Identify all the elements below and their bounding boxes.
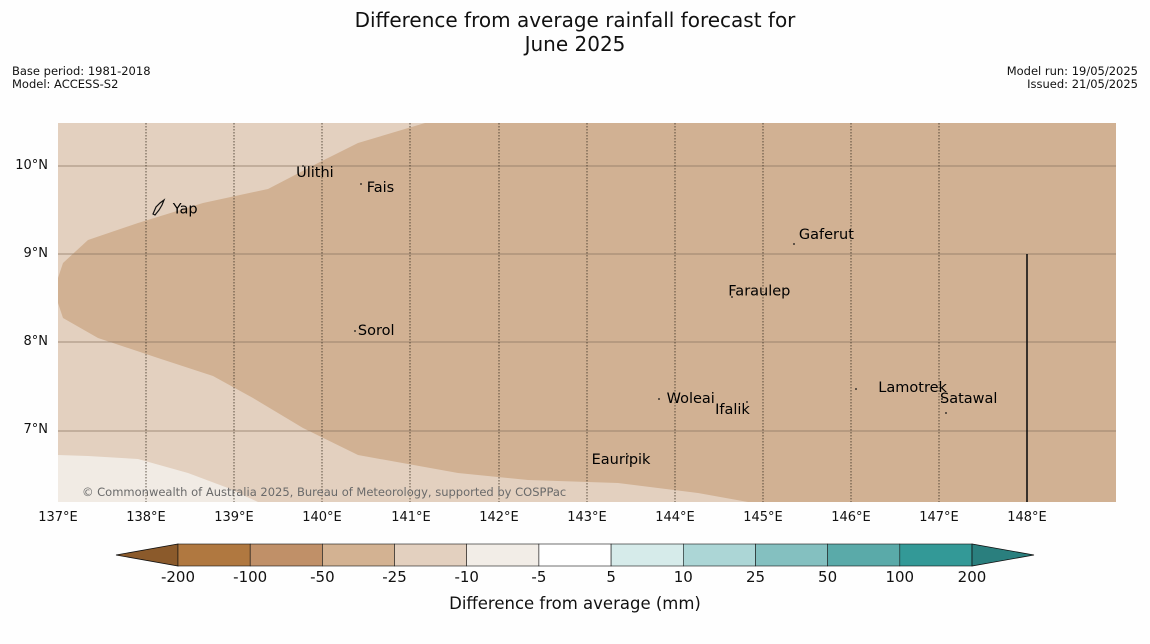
colorbar-tick-label: 200 xyxy=(957,568,987,586)
colorbar-bin xyxy=(394,543,467,567)
island-dot xyxy=(945,412,947,414)
colorbar-bin xyxy=(755,543,828,567)
lon-label: 143°E xyxy=(567,510,607,525)
lon-label: 142°E xyxy=(479,510,519,525)
lon-label: 147°E xyxy=(919,510,959,525)
map-title-line1: Difference from average rainfall forecas… xyxy=(354,8,796,32)
lat-label: 10°N xyxy=(15,158,48,173)
colorbar-bin xyxy=(249,543,323,567)
issued-date: Issued: 21/05/2025 xyxy=(1027,77,1138,91)
place-label-sorol: Sorol xyxy=(358,323,395,339)
colorbar-tick-label: 50 xyxy=(818,568,838,586)
colorbar xyxy=(115,543,1035,567)
base-period: Base period: 1981-2018 xyxy=(12,64,151,78)
island-dot xyxy=(855,388,857,390)
place-label-ulithi: Ulithi xyxy=(296,165,334,181)
colorbar-bin xyxy=(827,543,901,567)
island-dot xyxy=(793,243,795,245)
island-dot xyxy=(941,398,943,400)
place-label-satawal: Satawal xyxy=(940,391,997,407)
colorbar-bin xyxy=(899,543,973,567)
yap-island-shape xyxy=(152,198,166,216)
lon-label: 148°E xyxy=(1007,510,1047,525)
colorbar-tick-label: -10 xyxy=(454,568,479,586)
colorbar-tick-label: 5 xyxy=(606,568,616,586)
map-svg: Yap Ulithi Fais Gaferut Faraulep Sorol Lamotre… xyxy=(58,123,1116,502)
colorbar-tick-label: -200 xyxy=(160,568,196,586)
meta-left: Base period: 1981-2018 Model: ACCESS-S2 xyxy=(12,65,151,91)
model-name: Model: ACCESS-S2 xyxy=(12,77,119,91)
colorbar-bin xyxy=(466,543,540,567)
place-label-gaferut: Gaferut xyxy=(799,227,854,243)
rainfall-map: Yap Ulithi Fais Gaferut Faraulep Sorol Lamotre… xyxy=(58,123,1116,502)
place-label-eauripik: Eauripik xyxy=(592,452,651,468)
colorbar-tick-label: -5 xyxy=(531,568,547,586)
model-run: Model run: 19/05/2025 xyxy=(1006,64,1138,78)
colorbar-tick-label: -25 xyxy=(382,568,407,586)
map-title-line2: June 2025 xyxy=(524,32,626,56)
colorbar-bin xyxy=(682,543,756,567)
island-dot xyxy=(627,455,629,457)
lon-label: 139°E xyxy=(214,510,254,525)
colorbar-bin xyxy=(610,543,684,567)
lon-label: 138°E xyxy=(126,510,166,525)
island-dot xyxy=(302,165,304,167)
island-dot xyxy=(731,296,733,298)
map-region-light xyxy=(58,455,258,502)
colorbar-bin xyxy=(322,543,395,567)
colorbar-tick-label: 25 xyxy=(745,568,766,586)
colorbar-bin xyxy=(538,543,612,567)
colorbar-tick-label: -100 xyxy=(233,568,268,586)
colorbar-extend-max xyxy=(971,543,1035,567)
place-label-fais: Fais xyxy=(367,180,394,196)
copyright-text: © Commonwealth of Australia 2025, Bureau… xyxy=(82,485,566,499)
island-dot xyxy=(360,183,362,185)
colorbar-tick-label: 10 xyxy=(673,568,693,586)
colorbar-bin xyxy=(177,543,251,567)
place-label-yap: Yap xyxy=(172,201,198,217)
place-label-faraulep: Faraulep xyxy=(728,284,790,300)
island-dot xyxy=(658,398,660,400)
lat-label: 9°N xyxy=(23,246,49,261)
colorbar-extend-min xyxy=(115,543,179,567)
colorbar-title: Difference from average (mm) xyxy=(449,594,701,613)
island-dot xyxy=(746,401,748,403)
map-title: Difference from average rainfall forecas… xyxy=(0,8,1150,56)
place-label-ifalik: Ifalik xyxy=(715,402,750,418)
place-labels: Yap Ulithi Fais Gaferut Faraulep Sorol Lamotre… xyxy=(172,165,998,468)
colorbar-tick-label: 100 xyxy=(885,568,915,586)
place-label-woleai: Woleai xyxy=(667,391,715,407)
lat-label: 7°N xyxy=(23,422,49,437)
lon-label: 146°E xyxy=(831,510,871,525)
island-dot xyxy=(354,330,356,332)
lat-label: 8°N xyxy=(23,334,49,349)
lon-label: 144°E xyxy=(655,510,695,525)
lon-label: 137°E xyxy=(38,510,78,525)
lon-label: 145°E xyxy=(743,510,783,525)
colorbar-tick-label: -50 xyxy=(310,568,335,586)
meta-right: Model run: 19/05/2025 Issued: 21/05/2025 xyxy=(1007,65,1138,91)
lon-label: 141°E xyxy=(391,510,431,525)
lon-label: 140°E xyxy=(302,510,342,525)
place-label-lamotrek: Lamotrek xyxy=(878,380,947,396)
